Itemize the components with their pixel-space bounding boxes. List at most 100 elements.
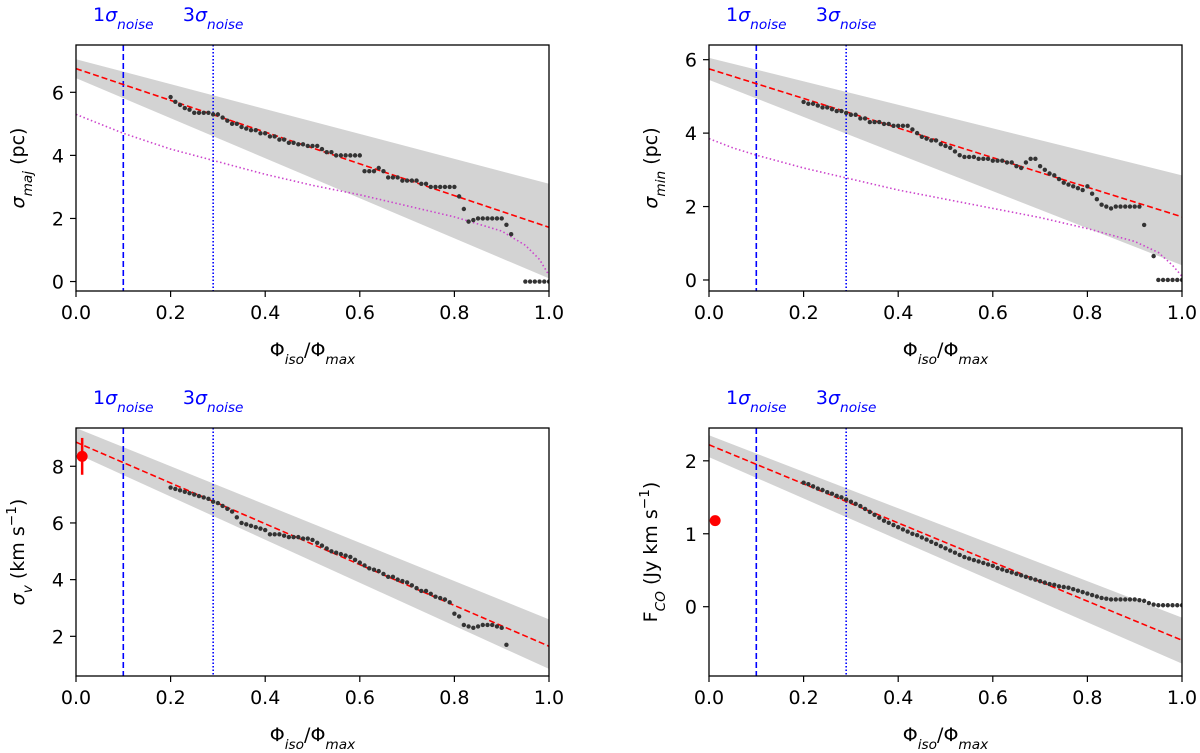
data-point	[452, 184, 457, 190]
data-point	[248, 127, 254, 133]
fit-line	[76, 67, 549, 229]
noise-label-1sigma-part: noise	[750, 17, 786, 33]
x-tick-label: 0.6	[978, 302, 1008, 324]
data-point	[395, 175, 400, 180]
data-point	[1151, 253, 1156, 259]
data-point	[820, 105, 825, 110]
y-tick-label: 8	[52, 456, 64, 478]
data-point	[338, 153, 344, 158]
data-point	[338, 551, 344, 557]
x-axis-label: Φiso/Φmax	[270, 339, 356, 368]
y-tick-label: 4	[52, 570, 64, 592]
data-point	[877, 515, 882, 520]
data-point	[952, 550, 958, 555]
x-tick-label: 1.0	[1167, 687, 1197, 709]
x-axis-label-part: max	[325, 737, 356, 753]
data-point	[1042, 167, 1048, 173]
data-point	[428, 184, 433, 190]
data-point	[966, 556, 972, 561]
data-point	[820, 487, 825, 493]
noise-label-1sigma-part: 1	[726, 387, 738, 409]
data-point	[867, 119, 873, 125]
data-point	[490, 622, 495, 628]
data-point	[272, 532, 277, 537]
data-point	[825, 105, 830, 110]
data-point	[858, 503, 863, 509]
data-point	[433, 184, 438, 190]
data-point	[843, 497, 849, 502]
noise-label-3sigma-part: 3	[183, 387, 195, 409]
data-point	[390, 175, 396, 180]
data-point	[1175, 277, 1180, 283]
y-tick-label: 6	[52, 513, 64, 535]
data-point	[1052, 173, 1057, 178]
x-tick-label: 0.0	[694, 302, 724, 324]
y-tick-label: 2	[52, 208, 64, 230]
data-point	[971, 557, 977, 563]
data-point	[1156, 603, 1161, 608]
data-point	[504, 642, 509, 648]
data-point	[1165, 603, 1171, 608]
data-point	[957, 552, 962, 558]
data-point	[1151, 602, 1156, 607]
data-point	[263, 131, 268, 136]
noise-label-1sigma: 1σnoise	[726, 387, 787, 416]
x-tick-label: 0.4	[883, 302, 913, 324]
data-point	[801, 480, 806, 485]
data-point	[494, 624, 500, 629]
y-axis-label-part: −1	[4, 506, 20, 526]
data-point	[877, 119, 882, 125]
data-point	[1037, 163, 1043, 169]
noise-label-3sigma-part: σ	[195, 4, 208, 26]
data-point	[1099, 202, 1104, 207]
data-point	[1033, 156, 1038, 162]
y-axis-label-part: (pc)	[640, 127, 662, 170]
noise-label-1sigma-part: noise	[750, 400, 786, 416]
data-point	[1123, 204, 1128, 209]
data-point	[919, 134, 925, 139]
data-point	[414, 178, 419, 183]
data-point	[244, 126, 249, 131]
y-tick-label: 2	[52, 626, 64, 648]
noise-label-3sigma-part: noise	[207, 400, 243, 416]
data-point	[371, 168, 377, 174]
data-point	[286, 140, 292, 145]
x-axis-label: Φiso/Φmax	[903, 724, 989, 753]
data-point	[248, 523, 254, 528]
y-axis-label-part: CO	[653, 591, 669, 612]
data-point	[229, 121, 235, 127]
data-point	[329, 150, 334, 155]
data-point	[367, 566, 372, 571]
data-point	[192, 492, 197, 497]
data-point	[168, 94, 173, 100]
x-tick-label: 0.4	[250, 687, 280, 709]
x-axis-label-part: max	[325, 352, 356, 368]
axes-frame	[75, 44, 550, 292]
data-point	[848, 499, 854, 504]
data-point	[905, 123, 910, 128]
data-point	[1061, 180, 1066, 185]
data-point	[1028, 156, 1033, 162]
data-point	[914, 533, 920, 538]
data-point	[362, 168, 367, 174]
data-point	[1113, 597, 1118, 602]
data-point	[1127, 204, 1133, 209]
x-tick-label: 0.2	[155, 687, 185, 709]
data-point	[315, 540, 320, 545]
data-point	[1175, 603, 1180, 608]
data-point	[239, 520, 244, 526]
y-axis-label-part: σ	[640, 196, 662, 209]
data-point	[253, 525, 258, 530]
data-point	[409, 583, 415, 588]
x-axis-label-part: /Φ	[937, 724, 958, 746]
data-point	[196, 110, 202, 116]
data-point	[461, 622, 467, 628]
x-axis-label-part: /Φ	[304, 339, 325, 361]
data-point	[504, 222, 509, 227]
data-point	[319, 543, 325, 548]
data-point	[985, 156, 991, 162]
data-point	[471, 625, 476, 631]
data-point	[948, 145, 953, 151]
data-point	[400, 578, 405, 584]
x-tick-label: 0.8	[439, 302, 469, 324]
